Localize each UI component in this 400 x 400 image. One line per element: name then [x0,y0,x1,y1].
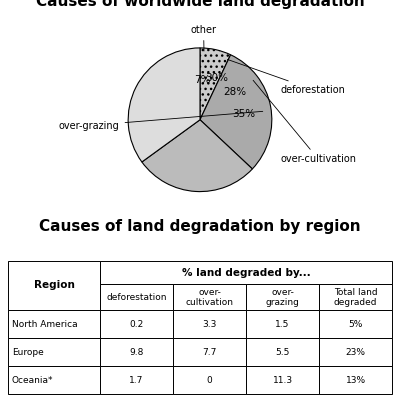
Wedge shape [128,48,200,162]
Bar [100,338,173,366]
Text: 13%: 13% [346,376,366,385]
Text: 23%: 23% [346,348,366,357]
Bar [246,284,319,310]
Text: other: other [190,25,216,51]
Text: over-
cultivation: over- cultivation [186,288,234,307]
Bar [100,284,173,310]
Bar [319,310,392,338]
Bar [246,310,319,338]
Wedge shape [200,55,272,169]
Bar [100,261,392,284]
Text: North America: North America [12,320,78,328]
Text: 1.5: 1.5 [276,320,290,328]
Text: 11.3: 11.3 [272,376,293,385]
Text: 9.8: 9.8 [130,348,144,357]
Wedge shape [200,48,230,120]
Text: % land degraded by...: % land degraded by... [182,268,310,278]
Text: Total land
degraded: Total land degraded [334,288,377,307]
Bar [8,310,100,338]
Text: Oceania*: Oceania* [12,376,53,385]
Bar [319,366,392,394]
Text: over-cultivation: over-cultivation [253,80,356,164]
Title: Causes of worldwide land degradation: Causes of worldwide land degradation [36,0,364,10]
Bar [8,366,100,394]
Text: 1.7: 1.7 [130,376,144,385]
Bar [100,310,173,338]
Bar [246,338,319,366]
Wedge shape [142,120,252,192]
Text: 0: 0 [207,376,212,385]
Text: 35%: 35% [232,109,256,119]
Bar [173,310,246,338]
Text: Region: Region [34,280,74,290]
Text: 28%: 28% [223,87,246,97]
Text: deforestation: deforestation [227,60,345,94]
Bar [173,284,246,310]
Text: 3.3: 3.3 [202,320,217,328]
Text: 7%: 7% [194,75,211,85]
Bar [319,284,392,310]
Bar [173,366,246,394]
Text: Europe: Europe [12,348,44,357]
Bar [246,366,319,394]
Text: 0.2: 0.2 [130,320,144,328]
Bar [8,261,100,310]
Text: 30%: 30% [205,74,228,84]
Bar [100,366,173,394]
Bar [319,338,392,366]
Bar [8,338,100,366]
Text: 5.5: 5.5 [276,348,290,357]
Text: over-
grazing: over- grazing [266,288,300,307]
Text: deforestation: deforestation [106,293,167,302]
Text: 5%: 5% [348,320,363,328]
Text: over-grazing: over-grazing [59,111,263,130]
Text: 7.7: 7.7 [202,348,217,357]
Bar [173,338,246,366]
Text: Causes of land degradation by region: Causes of land degradation by region [39,219,361,234]
